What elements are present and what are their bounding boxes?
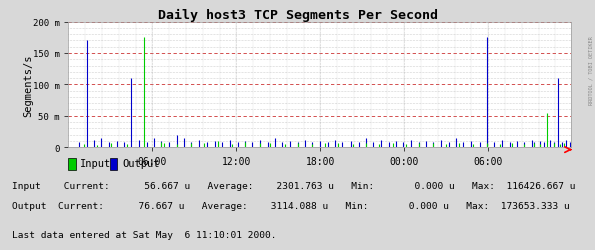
Text: Output: Output bbox=[122, 159, 159, 169]
Text: Last data entered at Sat May  6 11:10:01 2000.: Last data entered at Sat May 6 11:10:01 … bbox=[12, 230, 277, 239]
Bar bbox=[110, 158, 117, 170]
Text: Input: Input bbox=[80, 159, 112, 169]
Text: RRDTOOL / TOBI OETIKER: RRDTOOL / TOBI OETIKER bbox=[588, 36, 593, 104]
Y-axis label: Segments/s: Segments/s bbox=[23, 54, 33, 116]
Text: Input    Current:      56.667 u   Average:    2301.763 u   Min:       0.000 u   : Input Current: 56.667 u Average: 2301.76… bbox=[12, 181, 575, 190]
Bar bbox=[68, 158, 76, 170]
Text: Output  Current:      76.667 u   Average:    3114.088 u   Min:       0.000 u   M: Output Current: 76.667 u Average: 3114.0… bbox=[12, 201, 569, 210]
Text: Daily host3 TCP Segments Per Second: Daily host3 TCP Segments Per Second bbox=[158, 9, 437, 22]
